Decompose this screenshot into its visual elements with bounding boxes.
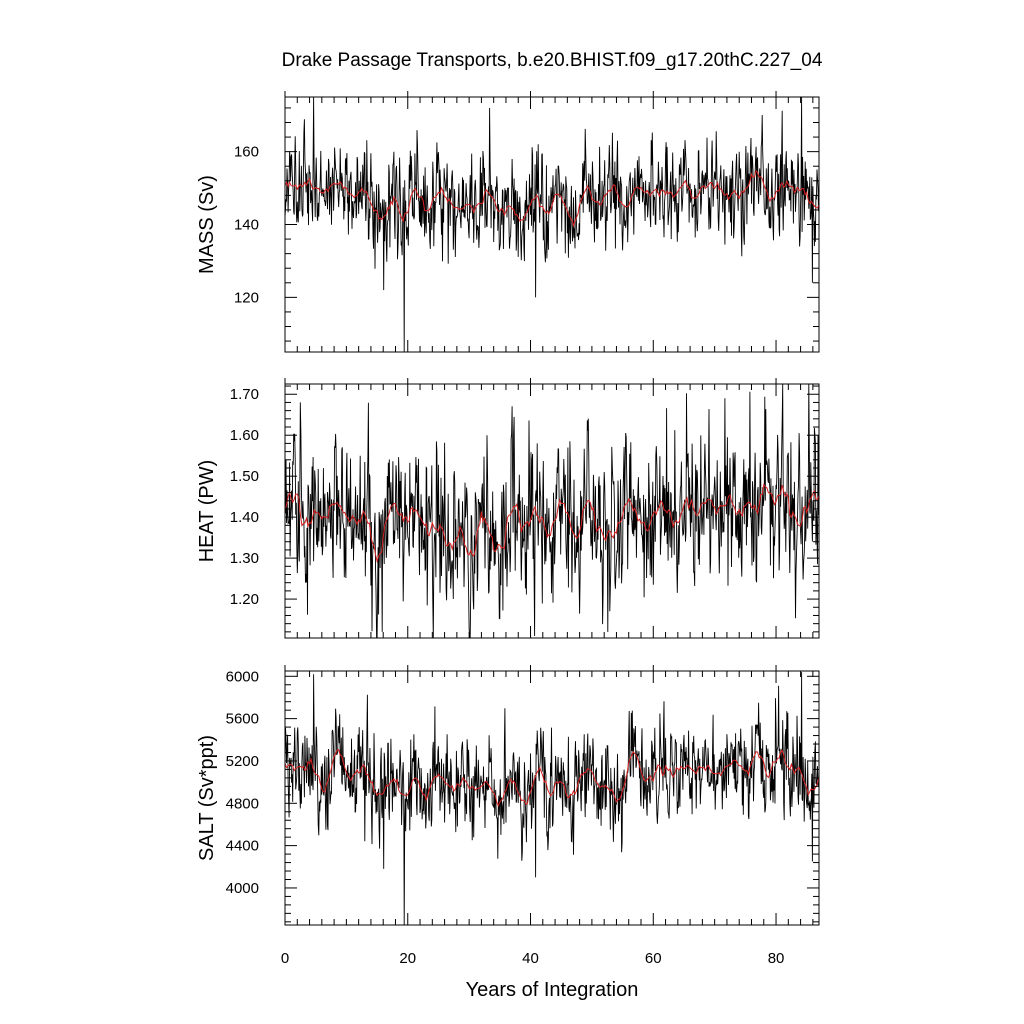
y-tick-label: 1.70	[230, 386, 259, 403]
y-tick-label: 4400	[226, 838, 259, 855]
y-tick-label: 5600	[226, 711, 259, 728]
y-tick-label: 160	[234, 144, 259, 161]
plot-frame	[284, 670, 820, 926]
y-tick-label: 1.60	[230, 427, 259, 444]
y-tick-label: 4800	[226, 795, 259, 812]
y-tick-label: 120	[234, 289, 259, 306]
y-tick-label: 1.20	[230, 591, 259, 608]
panel-2: 4000 4400 4800 5200 5600 6000 SALT (Sv*ppt)	[196, 665, 820, 926]
x-tick-label: 20	[399, 950, 416, 967]
x-tick-label: 60	[645, 950, 662, 967]
y-axis-label: MASS (Sv)	[196, 175, 218, 274]
plot-frame	[284, 96, 820, 353]
y-axis-label: HEAT (PW)	[196, 460, 218, 563]
plot-frame	[284, 383, 820, 639]
y-tick-label: 1.30	[230, 550, 259, 567]
y-tick-label: 4000	[226, 880, 259, 897]
y-tick-label: 1.50	[230, 468, 259, 485]
x-tick-label: 0	[281, 950, 289, 967]
series-monthly-line	[285, 672, 819, 925]
panel-1: 1.20 1.30 1.40 1.50 1.60 1.70 HEAT (PW)	[196, 378, 820, 639]
series-monthly-line	[285, 97, 819, 352]
x-tick-label: 80	[768, 950, 785, 967]
chart-title: Drake Passage Transports, b.e20.BHIST.f0…	[282, 50, 823, 71]
x-tick-label: 40	[522, 950, 539, 967]
y-axis-label: SALT (Sv*ppt)	[196, 735, 218, 861]
panel-0: 120 140 160 MASS (Sv)	[196, 91, 820, 353]
y-tick-label: 5200	[226, 753, 259, 770]
series-annual-line	[285, 749, 819, 807]
y-tick-label: 1.40	[230, 509, 259, 526]
series-annual-line	[285, 483, 819, 564]
y-tick-label: 140	[234, 217, 259, 234]
x-axis-label: Years of Integration	[466, 979, 639, 1001]
series-annual-line	[285, 169, 819, 228]
y-tick-label: 6000	[226, 668, 259, 685]
